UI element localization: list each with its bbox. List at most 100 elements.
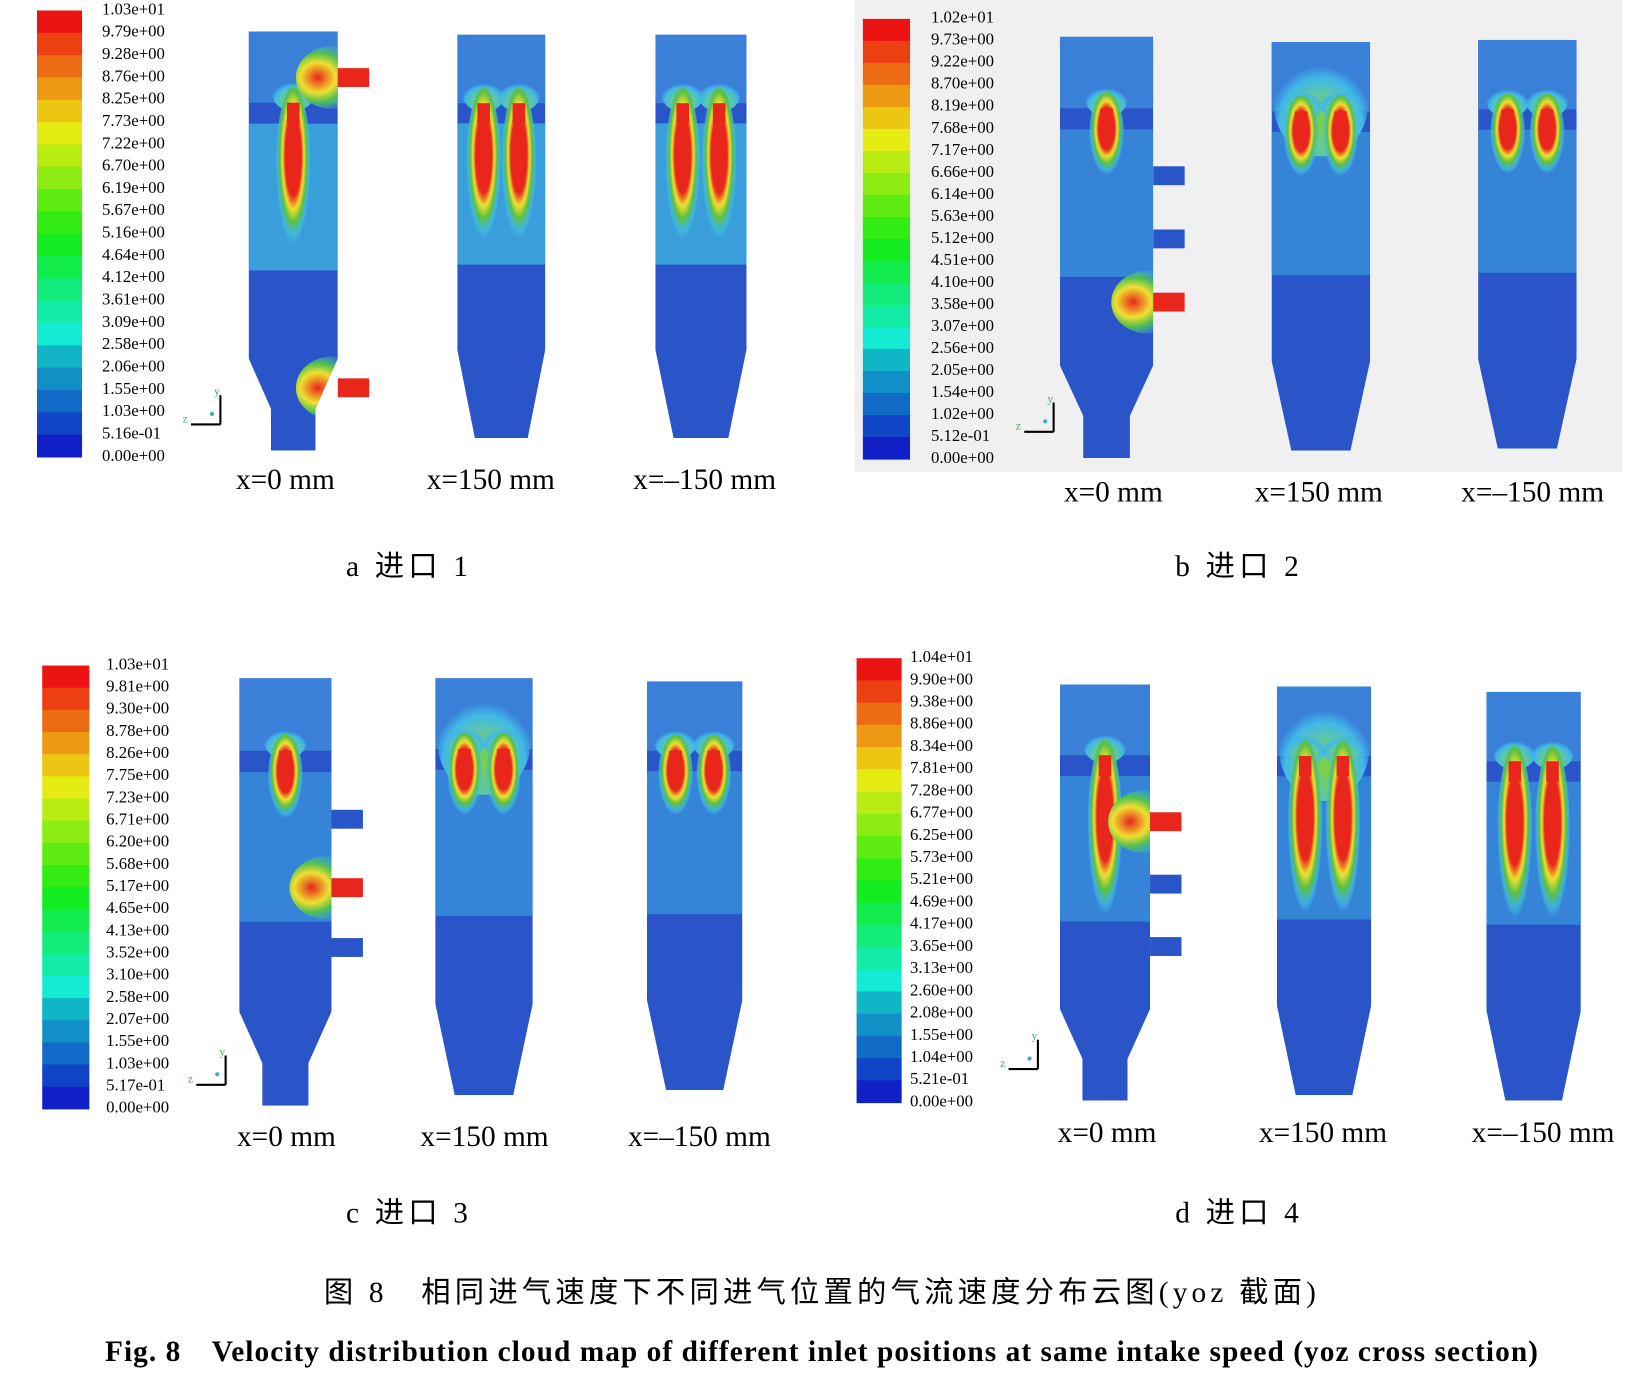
triad-origin	[1027, 1056, 1032, 1061]
triad-label: z	[188, 1074, 193, 1086]
legend-label: 0.00e+00	[102, 446, 165, 465]
contour-jet	[1087, 738, 1123, 935]
legend-band	[36, 166, 83, 190]
legend-band	[36, 412, 83, 436]
legend-band	[42, 709, 90, 733]
legend-label: 6.25e+00	[910, 825, 973, 844]
legend-label: 5.21e-01	[910, 1069, 969, 1088]
legend-label: 7.22e+00	[102, 133, 165, 152]
contour-inlet-halo	[289, 856, 332, 920]
legend-label: 2.58e+00	[106, 987, 169, 1006]
legend-band	[856, 1058, 902, 1081]
legend-band	[42, 842, 90, 866]
contour-nozzle	[1098, 755, 1112, 776]
legend-band	[856, 1080, 902, 1104]
legend-band	[36, 32, 83, 56]
contour-view	[646, 681, 743, 1091]
legend-band	[856, 658, 902, 681]
legend-band	[36, 367, 83, 391]
legend-band	[42, 931, 90, 955]
legend-label: 3.61e+00	[102, 290, 165, 309]
contour-nozzle	[458, 749, 471, 770]
legend-band	[862, 40, 911, 64]
legend-label: 4.69e+00	[910, 891, 973, 910]
triad-label: y	[214, 386, 220, 398]
contour-view	[239, 678, 332, 1106]
contour-jet	[1489, 92, 1526, 183]
panel-caption: c 进口 3	[346, 1198, 472, 1230]
legend-band	[36, 323, 83, 346]
legend-band	[856, 813, 902, 837]
contour-jet	[695, 734, 732, 825]
contour-jet	[501, 87, 537, 257]
view-label: x=–150 mm	[633, 464, 776, 496]
legend-label: 1.55e+00	[102, 379, 165, 398]
legend-label: 6.71e+00	[106, 810, 169, 829]
legend-label: 4.17e+00	[910, 914, 973, 933]
legend-label: 3.65e+00	[910, 936, 973, 955]
legend-band	[36, 278, 83, 302]
legend-label: 8.19e+00	[931, 96, 994, 115]
contour-nozzle	[1336, 755, 1350, 777]
legend-label: 8.76e+00	[102, 66, 165, 85]
legend-band	[856, 724, 902, 748]
legend-label: 9.90e+00	[910, 669, 973, 688]
legend-label: 6.77e+00	[910, 803, 973, 822]
contour-view	[248, 31, 338, 451]
view-label: x=0 mm	[1058, 1117, 1157, 1149]
triad-origin	[209, 411, 215, 417]
legend-band	[862, 18, 911, 42]
legend-label: 2.06e+00	[102, 357, 165, 376]
legend-band	[862, 172, 911, 196]
legend-label: 9.28e+00	[102, 44, 165, 63]
legend-label: 6.19e+00	[102, 178, 165, 197]
legend-band	[862, 415, 911, 438]
panel-caption: b 进口 2	[1175, 551, 1303, 583]
legend-label: 8.86e+00	[910, 714, 973, 733]
inlet-pipe	[1150, 937, 1182, 956]
view-label: x=–150 mm	[1472, 1117, 1615, 1149]
legend-band	[36, 122, 83, 145]
inlet-pipe	[331, 938, 363, 957]
contour-view	[1059, 36, 1154, 459]
legend-band	[36, 434, 83, 458]
legend-label: 0.00e+00	[931, 448, 994, 467]
legend-label: 5.21e+00	[910, 869, 973, 888]
legend-label: 1.02e+00	[931, 404, 994, 423]
panel-caption: d 进口 4	[1175, 1198, 1303, 1230]
legend-label: 5.16e-01	[102, 423, 161, 442]
inlet-pipe	[1150, 874, 1182, 894]
view-label: x=–150 mm	[628, 1121, 771, 1153]
triad-origin	[215, 1072, 220, 1077]
inlet-pipe	[337, 378, 370, 398]
legend-label: 9.81e+00	[106, 677, 169, 696]
legend-band	[862, 62, 911, 86]
inlet-pipe	[1153, 292, 1185, 312]
view-label: x=150 mm	[420, 1121, 548, 1153]
legend-label: 3.13e+00	[910, 958, 973, 977]
inlet-pipe	[337, 68, 370, 87]
legend-label: 7.68e+00	[931, 118, 994, 137]
legend-label: 1.03e+00	[102, 401, 165, 420]
contour-nozzle	[286, 102, 300, 124]
contour-jet	[465, 87, 502, 257]
legend-band	[856, 747, 902, 770]
legend-label: 5.16e+00	[102, 223, 165, 242]
contour-jet	[1088, 91, 1125, 185]
legend-band	[862, 393, 911, 416]
legend-band	[856, 858, 902, 881]
legend-label: 4.13e+00	[106, 920, 169, 939]
legend-label: 6.66e+00	[931, 162, 994, 181]
view-label: x=150 mm	[1259, 1117, 1387, 1149]
contour-nozzle	[512, 103, 526, 124]
inlet-pipe	[1153, 166, 1185, 186]
legend-band	[42, 998, 90, 1021]
legend-label: 5.12e+00	[931, 228, 994, 247]
legend-label: 0.00e+00	[910, 1091, 973, 1110]
triad-label: z	[1000, 1058, 1005, 1070]
legend-label: 2.08e+00	[910, 1003, 973, 1022]
triad-label: y	[1032, 1031, 1038, 1043]
legend-label: 3.09e+00	[102, 312, 165, 331]
inlet-pipe	[331, 809, 363, 829]
inlet-pipe	[1150, 812, 1182, 832]
